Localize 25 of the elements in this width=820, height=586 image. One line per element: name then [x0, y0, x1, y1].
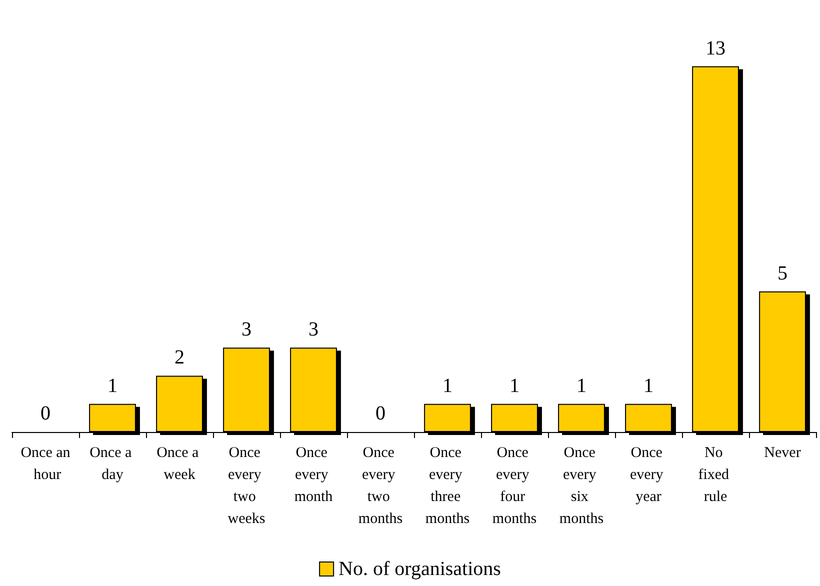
- x-tick-label: Once every two months: [358, 445, 403, 527]
- data-label: 3: [242, 318, 252, 341]
- x-tick-label: Once a week: [156, 445, 202, 483]
- data-label: 1: [108, 374, 118, 397]
- x-tick-label: Once every three months: [425, 445, 470, 527]
- data-label: 3: [308, 318, 318, 341]
- data-label: 1: [510, 374, 520, 397]
- x-tick-label: Once a day: [90, 445, 136, 483]
- x-tick-label: Once every month: [294, 445, 334, 505]
- x-tick-label: Never: [764, 445, 801, 461]
- x-tick-label: Once an hour: [20, 445, 71, 483]
- data-label: 0: [376, 402, 386, 424]
- x-tick-label: Once every two weeks: [228, 445, 266, 527]
- x-tick-label: Once every six months: [559, 445, 604, 527]
- data-label: 1: [576, 374, 586, 397]
- data-label: 2: [174, 346, 184, 369]
- data-label: 0: [40, 402, 50, 424]
- data-label: 1: [442, 374, 452, 397]
- data-label: 13: [706, 37, 726, 60]
- data-label: 5: [778, 262, 788, 284]
- x-tick-label: Once every year: [630, 445, 668, 505]
- x-tick-label: No fixed rule: [698, 445, 733, 505]
- x-tick-label: Once every four months: [492, 445, 537, 527]
- data-label: 1: [644, 374, 654, 397]
- legend-label: No. of organisations: [338, 558, 502, 580]
